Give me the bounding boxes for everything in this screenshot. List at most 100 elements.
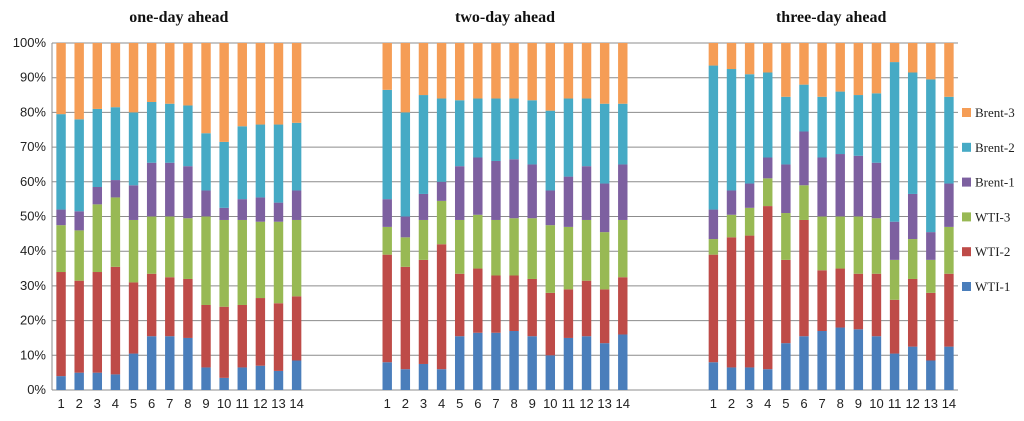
x-tick-label: 5 [782, 396, 789, 411]
bar-segment-wti-2 [146, 273, 157, 337]
bar-segment-wti-3 [146, 216, 157, 274]
legend-label-brent-3: Brent-3 [975, 105, 1015, 120]
y-tick-label: 20% [20, 313, 46, 328]
bar-segment-wti-1 [255, 365, 266, 390]
bar-segment-brent-1 [418, 193, 429, 220]
bar-segment-brent-2 [726, 69, 737, 191]
bar-segment-wti-3 [545, 225, 556, 293]
x-tick-label: 5 [456, 396, 463, 411]
bar-segment-brent-2 [907, 72, 918, 194]
x-tick-label: 9 [202, 396, 209, 411]
legend-label-brent-2: Brent-2 [975, 140, 1015, 155]
bar-segment-wti-2 [473, 268, 483, 333]
bar-segment-brent-1 [744, 183, 755, 208]
bar-segment-wti-3 [128, 219, 139, 283]
bar-segment-wti-1 [473, 332, 483, 390]
bar-segment-wti-3 [165, 216, 175, 278]
bar-segment-brent-2 [165, 103, 175, 163]
bar-segment-wti-2 [436, 244, 447, 370]
bar-segment-brent-1 [618, 164, 628, 220]
bar-segment-brent-1 [763, 157, 773, 179]
bar-segment-wti-1 [165, 336, 175, 390]
bar-segment-brent-3 [454, 43, 465, 101]
x-tick-label: 6 [474, 396, 481, 411]
bar-segment-wti-3 [491, 219, 501, 276]
x-tick-label: 6 [148, 396, 155, 411]
x-tick-label: 2 [728, 396, 735, 411]
bar-segment-brent-3 [183, 43, 193, 106]
bar-segment-brent-1 [92, 187, 103, 205]
bar-segment-brent-1 [219, 207, 229, 220]
bar-segment-wti-1 [219, 377, 229, 390]
bar-segment-wti-2 [763, 206, 773, 370]
bar-segment-brent-3 [799, 43, 809, 85]
bar-segment-brent-2 [146, 101, 157, 163]
x-tick-label: 4 [764, 396, 771, 411]
bar-segment-wti-1 [74, 372, 84, 390]
bar-segment-wti-3 [527, 218, 537, 279]
bar-segment-brent-1 [255, 197, 266, 222]
bar-segment-wti-3 [273, 221, 284, 304]
bar-segment-wti-1 [183, 337, 193, 390]
bar-segment-wti-1 [509, 331, 519, 390]
bar-segment-brent-2 [454, 100, 465, 167]
bar-segment-brent-3 [708, 43, 719, 66]
bar-segment-wti-3 [92, 204, 103, 273]
x-tick-label: 7 [166, 396, 173, 411]
x-tick-label: 11 [562, 396, 576, 411]
bar-segment-wti-1 [599, 343, 610, 390]
bar-segment-brent-3 [382, 43, 392, 90]
x-tick-label: 3 [420, 396, 427, 411]
panel-title: three-day ahead [776, 9, 886, 26]
bar-segment-wti-1 [400, 369, 411, 390]
x-tick-label: 2 [402, 396, 409, 411]
bar-segment-wti-1 [817, 331, 827, 390]
bar-segment-brent-1 [74, 211, 84, 231]
bar-segment-wti-2 [817, 270, 827, 332]
bar-segment-wti-1 [201, 367, 211, 390]
bar-segment-wti-2 [926, 292, 936, 361]
x-tick-label: 5 [130, 396, 137, 411]
bar-segment-brent-3 [146, 43, 157, 102]
bar-segment-wti-3 [817, 216, 827, 271]
x-tick-label: 6 [800, 396, 807, 411]
bar-segment-brent-3 [781, 43, 791, 97]
bar-segment-brent-2 [382, 89, 392, 200]
bar-segment-wti-3 [853, 216, 864, 274]
bar-segment-wti-3 [400, 237, 411, 267]
y-tick-label: 10% [20, 347, 46, 362]
bar-segment-wti-1 [146, 336, 157, 390]
x-tick-label: 9 [855, 396, 862, 411]
bar-segment-brent-3 [255, 43, 266, 125]
bar-segment-wti-2 [618, 277, 628, 335]
x-tick-label: 2 [76, 396, 83, 411]
y-tick-label: 90% [20, 70, 46, 85]
y-tick-label: 0% [27, 382, 46, 397]
bar-segment-brent-1 [853, 155, 864, 217]
bar-segment-brent-3 [128, 43, 139, 113]
bar-segment-brent-1 [237, 199, 247, 220]
bar-segment-wti-3 [110, 197, 121, 267]
panel-title: one-day ahead [129, 9, 228, 26]
bar-segment-wti-2 [56, 272, 66, 377]
bar-segment-wti-3 [201, 216, 211, 305]
bar-segment-wti-2 [563, 289, 574, 338]
bar-segment-wti-1 [581, 336, 592, 390]
bar-segment-wti-1 [237, 367, 247, 390]
bar-segment-brent-2 [418, 95, 429, 194]
bar-segment-wti-1 [744, 367, 755, 390]
bar-segment-wti-2 [527, 278, 537, 337]
bar-segment-brent-1 [817, 157, 827, 217]
bar-segment-brent-3 [763, 43, 773, 73]
bar-segment-wti-2 [599, 289, 610, 344]
bar-segment-wti-3 [255, 221, 266, 299]
x-tick-label: 7 [818, 396, 825, 411]
bar-segment-brent-1 [563, 176, 574, 227]
bar-segment-brent-1 [599, 183, 610, 233]
bar-segment-wti-3 [454, 219, 465, 274]
bar-segment-wti-2 [708, 254, 719, 363]
bar-segment-brent-3 [56, 43, 66, 115]
bar-segment-brent-2 [473, 98, 483, 158]
